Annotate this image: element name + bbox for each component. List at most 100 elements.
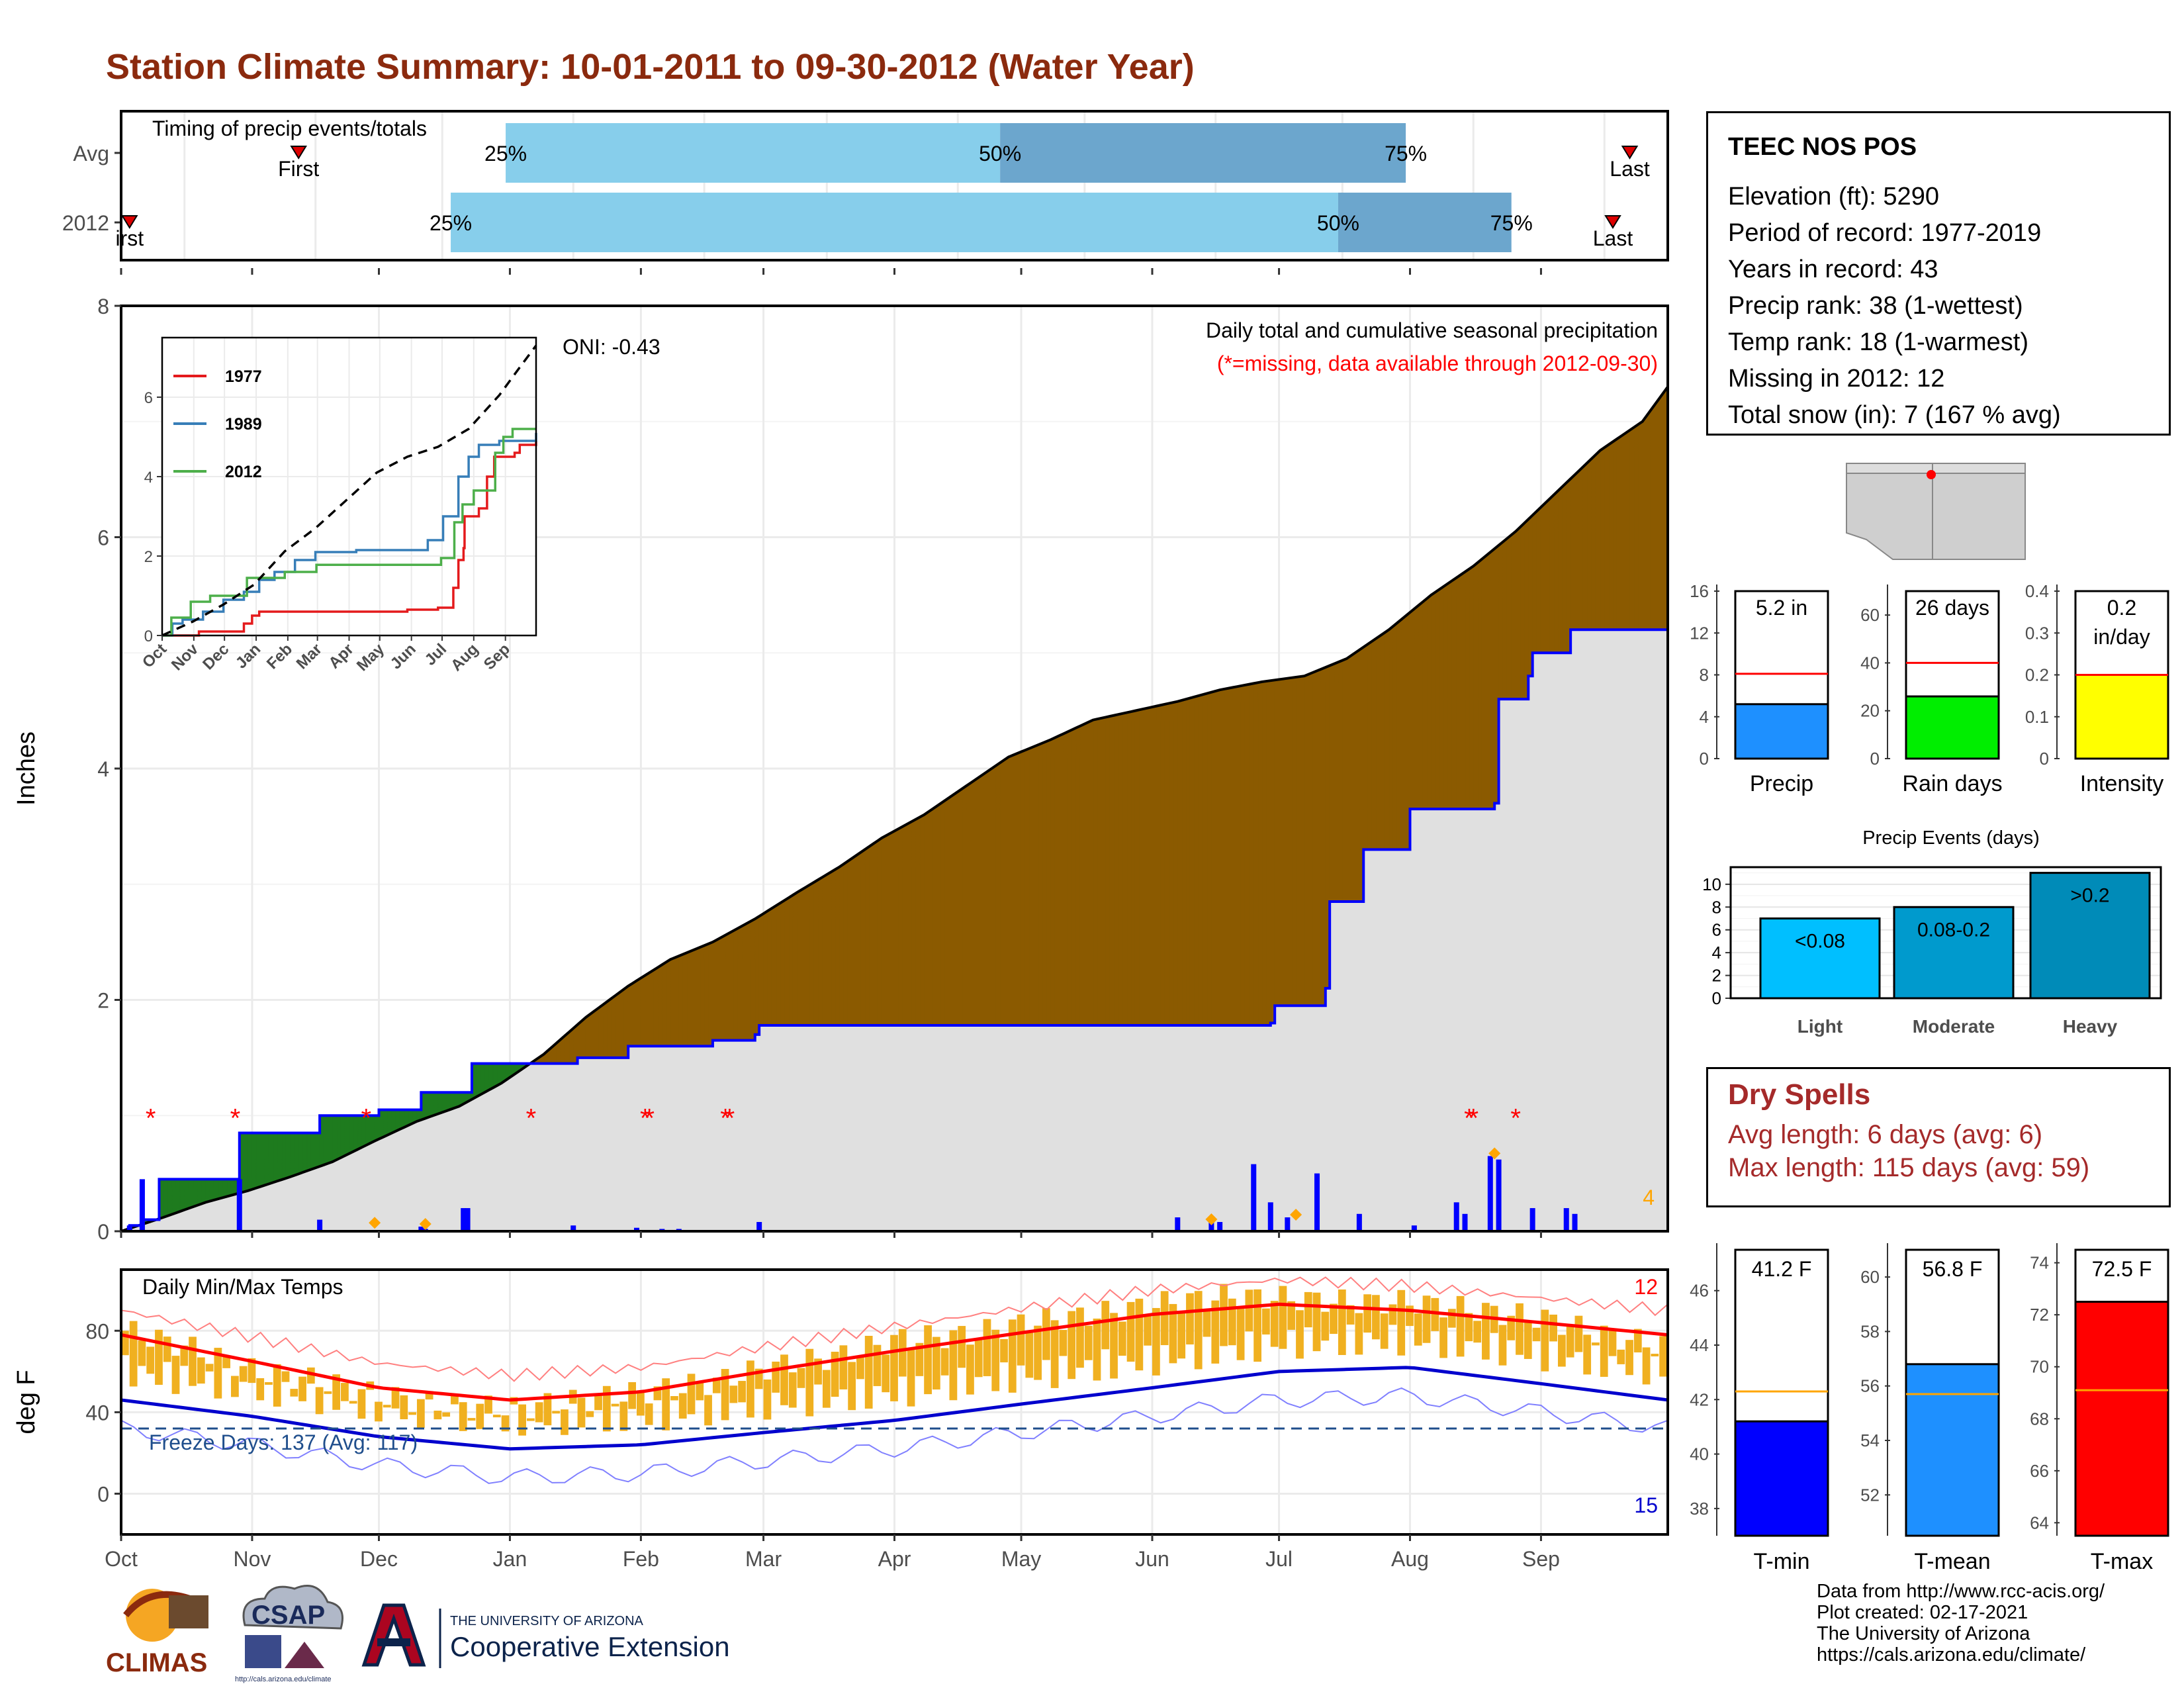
summary-ytick-label-1-1: 20: [1860, 701, 1880, 721]
temp-range-bar-308: [1422, 1295, 1431, 1343]
temp-ytick-label-1: 40: [85, 1401, 109, 1425]
temp-range-bar-170: [839, 1345, 848, 1389]
timing-row-name-0: Avg: [73, 142, 109, 165]
temp-range-bar-8: [155, 1329, 163, 1385]
timing-p25-label-0: 25%: [484, 142, 527, 165]
temp-range-bar-234: [1110, 1313, 1118, 1379]
events-ytick-label-0: 0: [1712, 988, 1721, 1008]
temp-range-bar-112: [594, 1394, 602, 1411]
daily-temps-panel: Freeze Days: 137 (Avg: 117) Daily Min/Max…: [13, 1268, 1669, 1571]
climas-logo-text: CLIMAS: [106, 1648, 207, 1677]
temp-range-bar-204: [983, 1319, 991, 1376]
temp-range-bar-206: [991, 1329, 1000, 1391]
temp-range-bar-362: [1651, 1354, 1659, 1357]
temp-range-bar-88: [492, 1415, 501, 1418]
temp-range-bar-122: [637, 1390, 645, 1416]
temp-range-bar-244: [1152, 1307, 1160, 1376]
temp-summary-category-2: T-max: [2091, 1549, 2153, 1574]
timing-panel: 25% 50% 75% First Last Avg 25% 50% 75% irst Last 20…: [62, 110, 1669, 275]
temp-range-bar-282: [1312, 1292, 1321, 1352]
temp-range-bar-30: [248, 1358, 256, 1383]
temp-range-bar-246: [1160, 1291, 1169, 1346]
temp-range-bar-230: [1093, 1318, 1101, 1381]
temp-range-bar-82: [467, 1418, 476, 1421]
temp-range-bar-268: [1253, 1289, 1262, 1362]
events-title: Precip Events (days): [1862, 827, 2040, 849]
temp-range-bar-80: [459, 1402, 467, 1431]
temp-range-bar-48: [324, 1391, 332, 1394]
temp-range-bar-18: [197, 1357, 205, 1384]
temp-range-bar-326: [1498, 1325, 1507, 1366]
temp-range-bar-188: [915, 1342, 924, 1376]
month-label-8: Jun: [1135, 1547, 1169, 1571]
month-label-10: Aug: [1391, 1547, 1429, 1571]
temp-range-bar-356: [1625, 1340, 1633, 1376]
events-category-2: Heavy: [2063, 1016, 2118, 1037]
station-years: Years in record: 43: [1728, 256, 1938, 283]
temp-range-bar-104: [561, 1409, 569, 1435]
temp-range-bar-16: [189, 1336, 197, 1386]
daily-precip-bar-9: [634, 1227, 639, 1231]
temp-range-bar-232: [1101, 1301, 1110, 1350]
temp-range-bar-224: [1068, 1311, 1076, 1380]
temp-range-bar-292: [1355, 1313, 1363, 1355]
temp-summary-ytick-label-1-2: 56: [1860, 1376, 1880, 1396]
daily-precip-bar-21: [1411, 1225, 1417, 1231]
temp-range-bar-40: [290, 1389, 298, 1397]
temp-range-bar-54: [349, 1401, 357, 1404]
temp-range-bar-342: [1566, 1326, 1574, 1358]
temp-range-bar-284: [1321, 1311, 1330, 1341]
temp-range-bar-60: [375, 1401, 383, 1422]
summary-ytick-label-2-3: 0.3: [2025, 623, 2049, 643]
timing-first-marker-0: [290, 146, 307, 160]
summary-category-1: Rain days: [1902, 771, 2002, 796]
inset-legend-label-2012: 2012: [225, 463, 262, 481]
temp-range-bar-290: [1346, 1305, 1355, 1325]
summary-category-2: Intensity: [2080, 771, 2164, 796]
temp-range-bar-202: [974, 1338, 983, 1378]
daily-precip-bar-16: [1251, 1164, 1257, 1231]
daily-max-marker-0: [369, 1217, 381, 1229]
temp-range-bar-136: [696, 1382, 704, 1401]
temp-range-bar-214: [1025, 1332, 1034, 1378]
temp-range-bar-186: [907, 1347, 915, 1407]
temp-range-bar-364: [1659, 1336, 1667, 1377]
temp-summary-ytick-label-0-0: 38: [1690, 1499, 1709, 1519]
temp-range-bar-322: [1482, 1303, 1490, 1360]
temp-range-bar-114: [602, 1385, 611, 1432]
temp-range-bar-258: [1211, 1300, 1220, 1364]
temp-range-bar-306: [1414, 1313, 1422, 1346]
inset-legend-label-1989: 1989: [225, 415, 262, 434]
temp-range-bar-128: [662, 1378, 670, 1430]
temp-range-bar-6: [146, 1346, 155, 1374]
temp-range-bar-28: [239, 1366, 248, 1382]
summary-bar-1: [1905, 695, 2000, 760]
temp-range-bar-254: [1194, 1291, 1203, 1370]
temp-range-bar-350: [1600, 1325, 1608, 1377]
temp-range-bar-302: [1397, 1289, 1406, 1356]
temp-range-bar-142: [721, 1369, 729, 1421]
month-label-4: Feb: [623, 1547, 659, 1571]
temp-range-bar-138: [704, 1395, 712, 1426]
temp-range-bar-222: [1059, 1330, 1068, 1356]
temp-range-bar-192: [932, 1336, 940, 1390]
summary-bar-2: [2074, 674, 2169, 760]
daily-precip-bar-1: [139, 1179, 145, 1231]
temp-range-bar-132: [678, 1393, 687, 1419]
month-label-6: Apr: [878, 1547, 911, 1571]
temp-range-bar-358: [1633, 1329, 1642, 1353]
temp-range-bar-280: [1304, 1291, 1312, 1328]
inset-ytick-label-1: 2: [144, 548, 153, 566]
temp-range-bar-298: [1380, 1313, 1388, 1349]
events-bar-2: [2029, 872, 2151, 1000]
temp-summary-ytick-label-1-3: 58: [1860, 1321, 1880, 1341]
temp-range-bar-288: [1338, 1289, 1346, 1355]
temp-range-bar-100: [543, 1393, 552, 1426]
temp-summary-ytick-label-0-1: 40: [1690, 1444, 1709, 1464]
temp-range-bar-118: [619, 1401, 628, 1431]
month-label-1: Nov: [233, 1547, 271, 1571]
temp-range-bar-278: [1296, 1310, 1304, 1359]
temp-range-bar-156: [780, 1354, 788, 1405]
temp-range-bar-198: [958, 1326, 966, 1368]
